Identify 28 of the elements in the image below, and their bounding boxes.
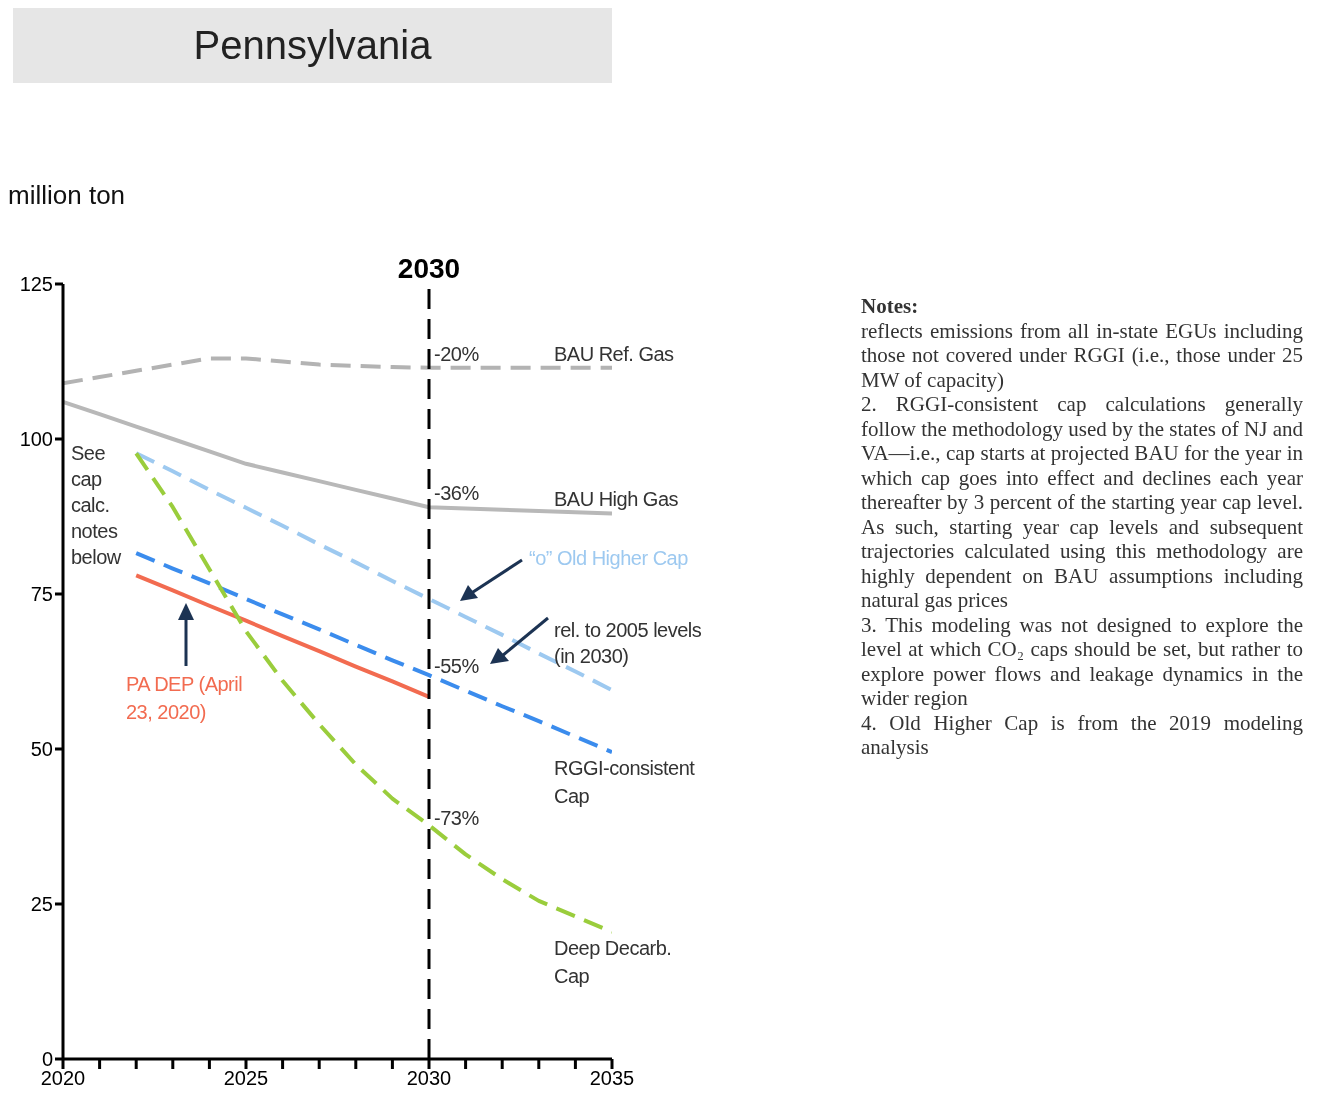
text: 3. This modeling was not designed to explore the level at which CO₂ caps should be set, but rather to explore power flows and leakage dynamics in the wider region (861, 612, 1303, 711)
series-label: RGGI-consistent Cap (554, 756, 696, 809)
annotation: See cap calc. notes below (71, 441, 122, 570)
y-tick-label: 100 (19, 428, 53, 451)
annotation: -20% (434, 342, 480, 367)
text: reflects emissions from all in-state EGUs including those not covered under RGGI (i.e., those under 25 MW of capacity) (861, 318, 1303, 392)
ref-line-label: 2030 (397, 253, 461, 284)
series-label: Deep Decarb. Cap (554, 936, 673, 989)
series-label: BAU High Gas (554, 487, 680, 512)
annotation: -36% (434, 481, 480, 506)
x-tick-label: 2035 (589, 1067, 635, 1090)
annotation: -55% (434, 654, 480, 679)
x-tick-label: 2030 (406, 1067, 452, 1090)
y-tick-label: 75 (30, 583, 53, 606)
text: “o” Old Higher Cap (529, 546, 689, 571)
text: PA DEP (April 23, 2020) (126, 672, 244, 725)
y-tick-label: 25 (30, 893, 53, 916)
y-tick-label: 125 (19, 273, 53, 296)
text: 2. RGGI-consistent cap calculations generally follow the methodology used by the states of NJ and VA—i.e., cap starts at projected BAU for the year in which cap goes into effect and declines each year thereafter by 3 percent of the starting year cap level. As such, starting year cap levels and subsequent trajectories calculated using this methodology are highly dependent on BAU assumptions including natural gas prices (861, 392, 1303, 612)
text: Notes: (861, 294, 920, 319)
series-label: BAU Ref. Gas (554, 342, 675, 367)
x-tick-label: 2025 (223, 1067, 269, 1090)
y-axis-title: million ton (8, 180, 126, 211)
annotation: rel. to 2005 levels (in 2030) (554, 618, 703, 669)
text: 4. Old Higher Cap is from the 2019 modeling analysis (861, 710, 1303, 760)
chart-title: Pennsylvania (13, 8, 612, 83)
y-tick-label: 50 (30, 738, 53, 761)
annotation: -73% (434, 806, 480, 831)
